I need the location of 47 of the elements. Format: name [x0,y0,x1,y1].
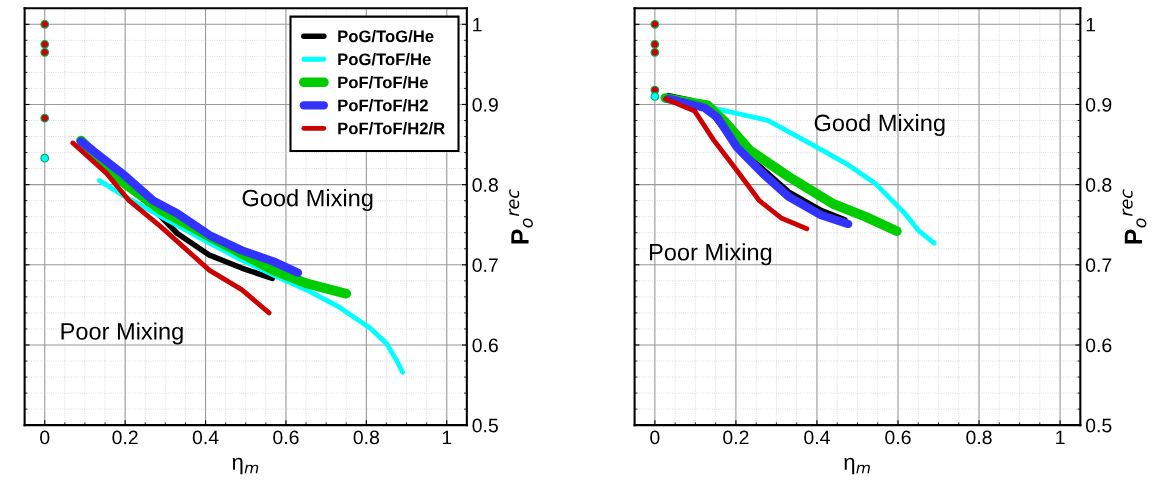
x-tick-label: 0.6 [273,430,299,445]
legend-label: PoG/ToG/He [338,29,434,43]
y-tick-label: 1 [1086,17,1096,32]
point [40,153,50,163]
point [40,19,50,29]
y-tick-label: 0.6 [1085,338,1112,353]
point [650,48,660,57]
x-tick-label: 0.4 [804,430,830,445]
y-tick-label: 1 [473,17,482,32]
legend-label: PoF/ToF/H2/R [338,122,445,135]
y-tick-label: 0.5 [1085,418,1112,433]
y-tick-label: 0.9 [472,97,498,112]
legend-label: PoF/ToF/He [338,76,428,89]
annotation: Good Mixing [814,114,945,137]
y-axis-title: P$_{o}$$^{rec}$ [1122,189,1147,244]
annotation: Poor Mixing [649,243,772,266]
y-axis-title: P$_{o}$$^{rec}$ [509,189,533,244]
x-tick-label: 0.2 [112,430,138,445]
x-axis-title: η$_{m}$ [844,457,870,475]
x-tick-label: 0.2 [723,430,749,445]
annotation: Poor Mixing [61,322,183,345]
legend-label: PoF/ToF/H2 [338,99,428,112]
y-tick-label: 0.8 [1085,178,1112,192]
line-series [662,96,810,232]
point [40,113,50,123]
x-axis-title: η$_{m}$ [232,457,259,475]
x-tick-label: 0.6 [885,430,911,445]
y-tick-label: 0.7 [1085,258,1112,273]
y-tick-label: 0.9 [1085,97,1112,112]
x-tick-label: 1 [1056,430,1065,445]
x-tick-label: 0.4 [192,430,219,445]
x-tick-label: 0.8 [353,430,380,445]
point [40,48,50,57]
x-tick-label: 1 [442,430,452,445]
y-tick-label: 0.6 [472,338,498,353]
x-tick-label: 0 [40,430,50,445]
x-tick-label: 0 [650,430,660,445]
point [650,92,660,101]
y-tick-label: 0.7 [472,258,498,273]
point [650,39,660,49]
y-tick-label: 0.5 [472,418,498,433]
y-tick-label: 0.8 [472,178,498,192]
legend-label: PoG/ToF/He [338,52,431,66]
point [40,39,50,49]
annotation: Good Mixing [242,189,373,212]
x-tick-label: 0.8 [966,430,992,445]
point [650,19,660,29]
